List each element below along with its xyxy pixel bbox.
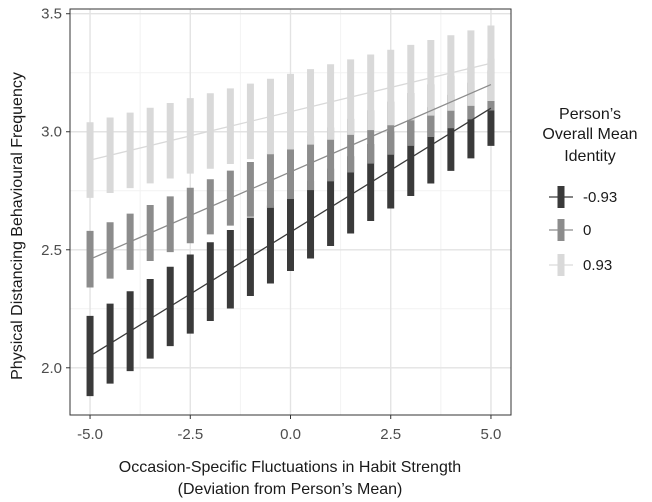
legend-label: -0.93 [583, 189, 617, 206]
y-tick-label: 2.5 [41, 242, 62, 259]
legend-item-2: 0.93 [549, 254, 612, 276]
x-tick-label: 5.0 [481, 426, 502, 443]
x-axis: -5.0 -2.5 0.0 2.5 5.0 [77, 415, 501, 443]
x-tick-label: 2.5 [380, 426, 401, 443]
y-tick-label: 3.5 [41, 6, 62, 23]
legend-label: 0.93 [583, 257, 612, 274]
y-tick-label: 2.0 [41, 360, 62, 377]
y-tick-label: 3.0 [41, 124, 62, 141]
x-tick-label: -2.5 [177, 426, 203, 443]
legend-item-0: -0.93 [549, 186, 617, 208]
trend-line-series-1 [89, 83, 492, 260]
y-axis-title: Physical Distancing Behavioural Frequenc… [9, 72, 26, 380]
legend-title-line-2: Overall Mean [542, 126, 637, 143]
legend-title-line-1: Person’s [559, 106, 621, 123]
legend-item-1: 0 [549, 219, 591, 241]
trend-line-series-2 [89, 62, 492, 161]
x-axis-title-line-2: (Deviation from Person’s Mean) [178, 481, 403, 498]
legend-title-line-3: Identity [564, 148, 616, 165]
legend-label: 0 [583, 222, 591, 239]
series-lines [89, 62, 492, 357]
y-axis: 2.0 2.5 3.0 3.5 [41, 6, 70, 377]
trend-line-series-0 [89, 107, 492, 357]
legend: Person’s Overall Mean Identity -0.93 0 0.9… [542, 106, 638, 276]
x-axis-title-line-1: Occasion-Specific Fluctuations in Habit … [119, 459, 461, 476]
x-tick-label: -5.0 [77, 426, 103, 443]
x-tick-label: 0.0 [280, 426, 301, 443]
